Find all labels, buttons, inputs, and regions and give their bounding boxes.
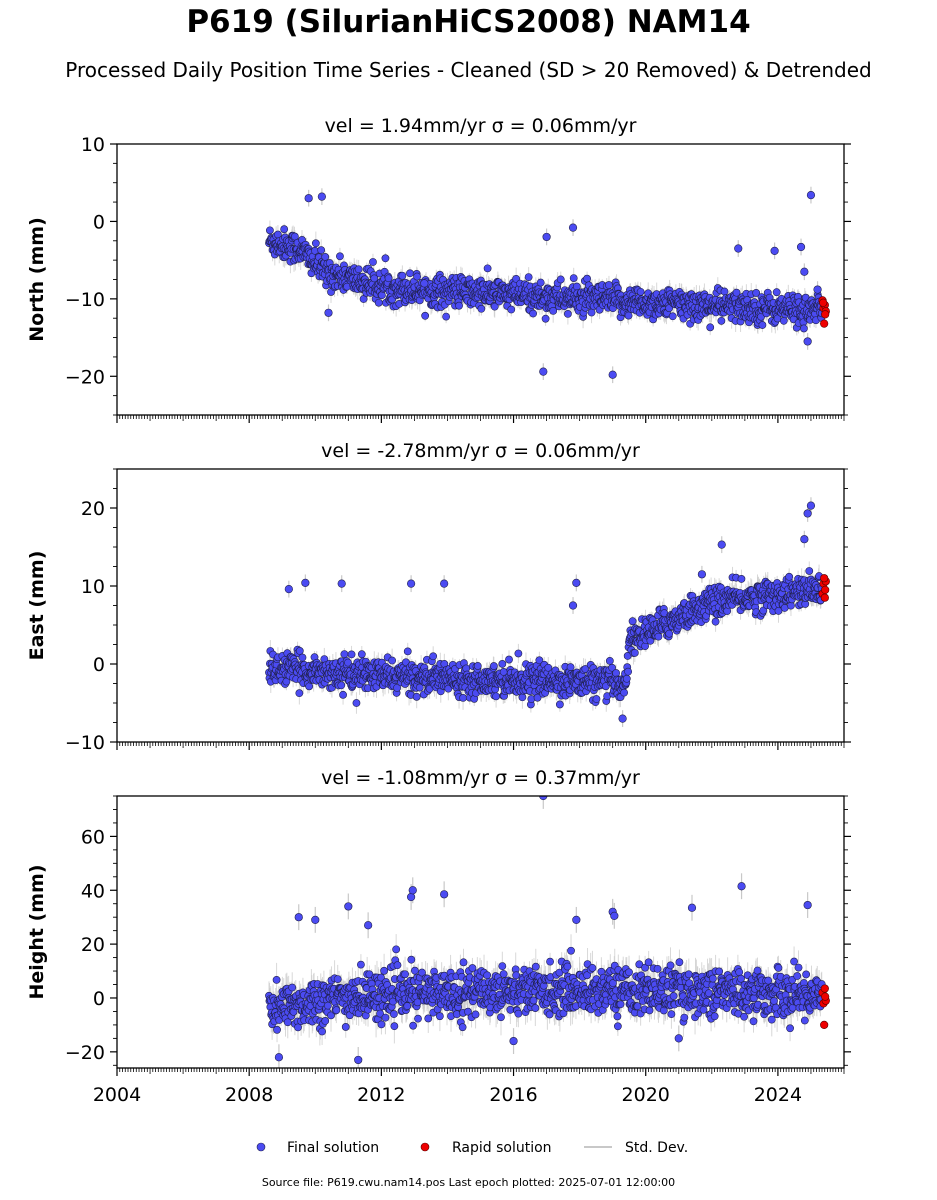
final-solution-point [455,301,463,310]
final-solution-point [507,305,516,314]
final-solution-group [265,191,830,379]
final-solution-point [374,298,383,307]
final-solution-point [381,254,390,263]
final-solution-point [732,288,741,297]
final-solution-point [483,264,492,273]
final-solution-point [717,316,726,325]
final-solution-point [490,302,499,311]
final-solution-point [442,312,451,321]
final-solution-point [636,287,645,296]
page-subtitle: Processed Daily Position Time Series - C… [65,58,872,82]
final-solution-point [317,246,326,255]
final-solution-point [369,258,377,266]
final-solution-point [541,314,550,323]
final-solution-point [772,288,781,297]
final-solution-point [477,304,486,313]
final-solution-point [370,274,379,283]
final-solution-point [720,287,729,296]
final-solution-point [564,310,572,318]
final-solution-point [569,274,578,283]
final-solution-point [583,274,591,283]
final-solution-point [799,324,808,333]
final-solution-point [524,273,533,282]
final-solution-point [536,278,545,287]
final-solution-point [605,281,613,289]
final-solution-point [624,311,633,320]
final-solution-point [549,306,558,315]
final-solution-point [752,289,761,297]
final-solution-point [421,311,430,320]
final-solution-point [354,265,363,274]
final-solution-point [779,316,788,325]
final-solution-point [311,239,320,248]
final-solution-point [556,275,565,284]
final-solution-point [706,323,715,332]
page-title: P619 (SilurianHiCS2008) NAM14 [186,4,751,40]
final-solution-point [413,272,422,281]
final-solution-point [266,226,274,235]
std-dev-group [268,796,823,1068]
final-solution-point [336,252,344,261]
final-solution-point [529,309,538,318]
data-points [265,191,830,1065]
final-solution-point [398,271,407,280]
final-solution-point [668,312,677,321]
final-solution-point [406,269,414,278]
final-solution-point [384,274,393,283]
final-solution-point [758,321,767,329]
final-solution-point [377,291,386,300]
final-solution-point [321,253,330,261]
final-solution-point [280,225,289,234]
